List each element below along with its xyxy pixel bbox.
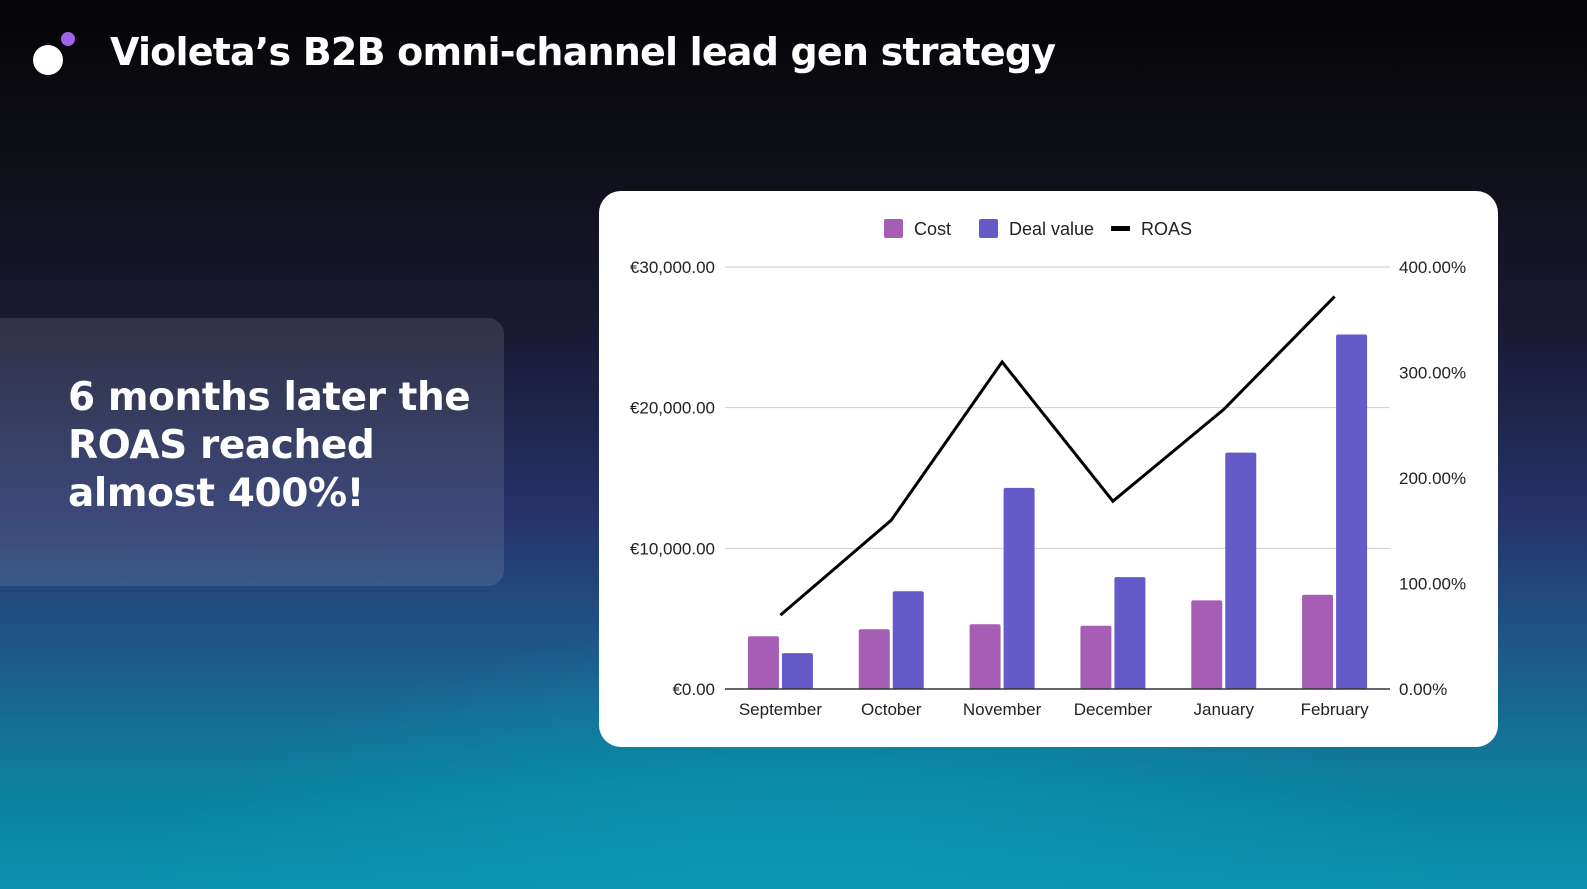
slide-title: Violeta’s B2B omni-channel lead gen stra… [110,30,1056,74]
x-tick-label: September [739,700,822,719]
deal-value-bar [1225,452,1257,689]
legend-roas-swatch [1111,226,1130,231]
callout-panel [0,318,504,586]
y-tick-label-right: 100.00% [1399,575,1466,594]
deal-value-bar [1336,334,1368,689]
x-tick-label: November [963,700,1042,719]
y-tick-label-right: 200.00% [1399,469,1466,488]
legend-deal-value-swatch [979,219,998,238]
x-tick-label: January [1194,700,1255,719]
logo [31,32,77,78]
y-tick-label-left: €20,000.00 [630,399,715,418]
logo-dot-large [33,45,63,75]
deal-value-bar [781,653,813,689]
roas-line [779,295,1336,617]
x-tick-label: February [1301,700,1370,719]
legend-deal-value-label: Deal value [1009,219,1094,239]
cost-bar [1080,625,1112,689]
cost-bar [858,629,890,689]
deal-value-bar [892,591,924,689]
deal-value-bar [1114,577,1146,689]
legend-cost-label: Cost [914,219,951,239]
legend-roas-label: ROAS [1141,219,1192,239]
y-tick-label-right: 400.00% [1399,258,1466,277]
y-tick-label-left: €10,000.00 [630,539,715,558]
chart-card: €0.00 €10,000.00 €20,000.00 €30,000.00 0.00%… [599,191,1498,747]
x-tick-label: December [1074,700,1153,719]
y-tick-label-right: 0.00% [1399,680,1447,699]
callout-text: 6 months later the ROAS reached almost 4… [68,375,471,516]
y-tick-label-left: €30,000.00 [630,258,715,277]
logo-dot-small [61,32,75,46]
y-tick-label-right: 300.00% [1399,364,1466,383]
y-tick-label-left: €0.00 [672,680,715,699]
legend-cost-swatch [884,219,903,238]
cost-bar [1302,594,1334,689]
cost-bar [1191,600,1223,689]
cost-bar [969,624,1001,689]
x-tick-label: October [861,700,922,719]
cost-bar [747,636,779,689]
roas-chart: €0.00 €10,000.00 €20,000.00 €30,000.00 0.00%… [630,219,1466,719]
deal-value-bar [1003,487,1035,689]
